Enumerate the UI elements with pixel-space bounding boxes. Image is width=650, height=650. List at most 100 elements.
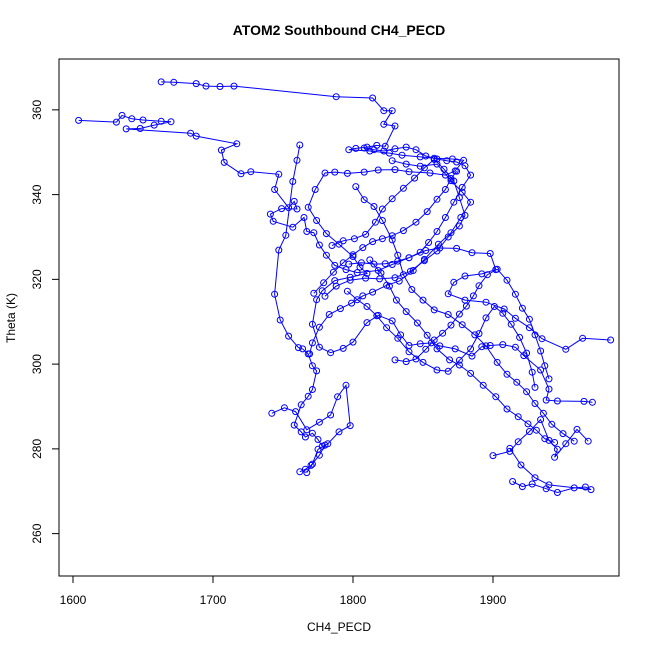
y-tick-label: 340 [30, 184, 44, 204]
data-point [75, 116, 83, 124]
data-point [469, 292, 477, 300]
data-point [294, 344, 302, 352]
series-line [78, 114, 611, 350]
data-point [551, 453, 559, 461]
data-point [266, 210, 274, 218]
data-point [538, 335, 546, 343]
data-point [423, 208, 431, 216]
data-point [478, 343, 486, 351]
plot-frame [58, 58, 620, 577]
data-point [467, 198, 475, 206]
data-point [545, 375, 553, 383]
data-point [398, 151, 406, 159]
data-point [336, 305, 344, 313]
data-point [447, 175, 455, 182]
data-point [420, 164, 428, 172]
data-point [292, 408, 300, 416]
data-point [202, 82, 210, 90]
series-12 [310, 167, 461, 297]
data-point [562, 345, 570, 353]
data-point [360, 168, 368, 176]
data-point [441, 186, 449, 193]
data-point [511, 343, 519, 351]
data-point [493, 358, 501, 366]
data-point [453, 244, 461, 252]
data-point [233, 140, 241, 148]
data-point [314, 445, 322, 453]
data-point [343, 287, 351, 295]
series-1 [75, 111, 615, 353]
data-point [306, 350, 314, 358]
data-point [405, 348, 413, 356]
data-point [363, 319, 371, 327]
data-point [308, 460, 316, 468]
y-tick-label: 320 [30, 269, 44, 289]
data-point [289, 223, 297, 231]
data-point [482, 314, 490, 322]
data-point [443, 157, 451, 165]
data-point [271, 186, 279, 193]
data-point [430, 306, 438, 314]
data-point [425, 239, 433, 246]
data-point [402, 160, 410, 168]
data-point [467, 345, 475, 353]
data-point [542, 396, 550, 404]
data-point [490, 303, 498, 310]
data-point [524, 420, 532, 428]
data-point [493, 265, 501, 273]
data-point [308, 386, 316, 393]
data-point [580, 397, 588, 405]
data-point [388, 261, 396, 268]
data-point [461, 162, 469, 170]
data-point [511, 290, 519, 298]
data-point [482, 342, 490, 350]
data-point [308, 429, 316, 437]
data-point [157, 78, 165, 86]
data-point [461, 211, 469, 219]
data-point [356, 263, 364, 271]
data-point [413, 319, 421, 327]
data-point [391, 274, 399, 282]
data-point [139, 116, 147, 124]
data-point [506, 444, 514, 452]
data-point [293, 205, 301, 213]
data-point [455, 310, 463, 318]
data-point [345, 260, 353, 268]
data-point [362, 230, 370, 238]
data-point [391, 166, 399, 174]
data-point [440, 165, 448, 173]
data-point [296, 468, 304, 476]
y-tick-label: 280 [30, 439, 44, 459]
data-point [366, 147, 374, 155]
data-point [467, 369, 475, 377]
data-point [518, 304, 526, 312]
data-point [433, 228, 441, 235]
data-point [304, 392, 312, 400]
data-point [313, 296, 321, 304]
data-point [297, 401, 305, 409]
data-point [327, 411, 335, 419]
data-point [357, 259, 365, 267]
series-11 [343, 287, 539, 391]
data-point [271, 290, 279, 298]
data-point [416, 340, 424, 348]
series-line [355, 186, 575, 442]
data-point [444, 290, 452, 298]
data-point [406, 267, 414, 275]
data-point [402, 358, 410, 366]
data-point [455, 222, 463, 230]
data-point [370, 146, 378, 154]
data-point [607, 336, 615, 344]
data-point [388, 157, 396, 165]
data-point [370, 203, 378, 210]
data-point [360, 144, 368, 152]
data-point [426, 169, 434, 177]
data-point [551, 439, 559, 446]
y-axis-label: Theta (K) [4, 293, 18, 343]
data-point [433, 195, 441, 203]
data-point [446, 356, 454, 364]
data-point [324, 440, 332, 448]
data-point [458, 321, 466, 329]
data-point [455, 356, 463, 364]
x-tick-label: 1700 [200, 593, 227, 607]
